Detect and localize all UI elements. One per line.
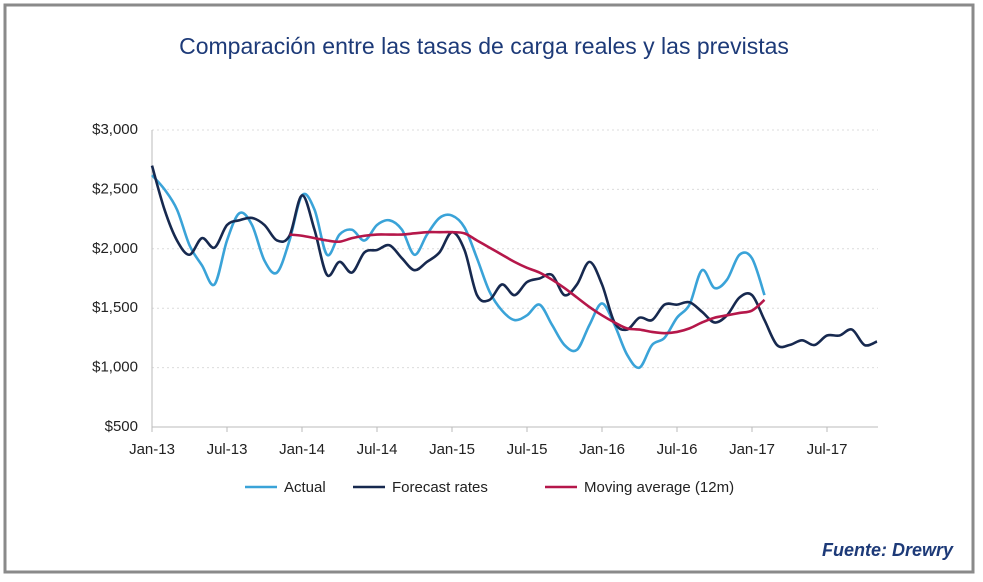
series-line (151, 174, 766, 370)
y-tick-label: $1,000 (92, 359, 138, 376)
x-tick-label: Jul-13 (207, 441, 248, 458)
x-tick-label: Jan-17 (729, 441, 775, 458)
x-tick-label: Jul-14 (357, 441, 398, 458)
series-line (289, 230, 766, 335)
y-tick-label: $2,000 (92, 240, 138, 257)
x-tick-label: Jan-14 (279, 441, 325, 458)
legend-label: Actual (284, 479, 326, 496)
legend-label: Forecast rates (392, 479, 488, 496)
series-line (150, 165, 878, 349)
x-tick-label: Jul-15 (507, 441, 548, 458)
x-tick-label: Jan-16 (579, 441, 625, 458)
x-tick-label: Jul-17 (807, 441, 848, 458)
x-tick-label: Jan-13 (129, 441, 175, 458)
y-tick-label: $3,000 (92, 121, 138, 138)
chart-title: Comparación entre las tasas de carga rea… (179, 33, 789, 59)
x-tick-label: Jan-15 (429, 441, 475, 458)
y-tick-label: $500 (105, 418, 138, 435)
y-tick-label: $2,500 (92, 180, 138, 197)
x-tick-label: Jul-16 (657, 441, 698, 458)
source: Fuente: Drewry (822, 540, 954, 560)
y-tick-label: $1,500 (92, 299, 138, 316)
legend-label: Moving average (12m) (584, 479, 734, 496)
